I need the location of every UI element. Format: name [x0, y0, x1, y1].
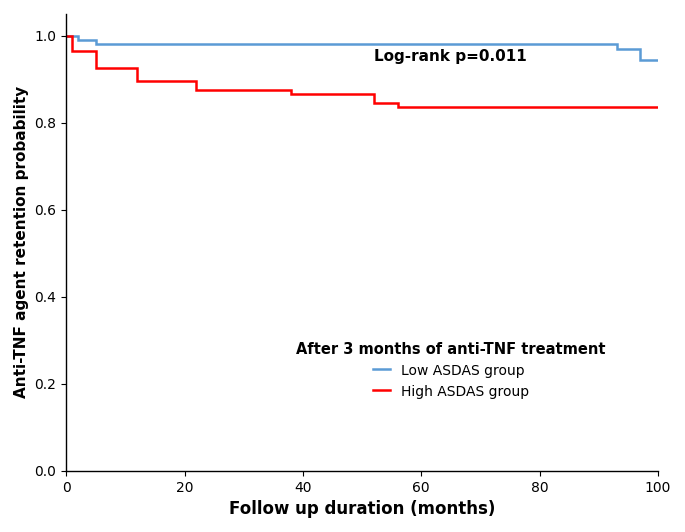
Legend: Low ASDAS group, High ASDAS group: Low ASDAS group, High ASDAS group	[290, 336, 611, 404]
X-axis label: Follow up duration (months): Follow up duration (months)	[229, 500, 495, 518]
Text: Log-rank p=0.011: Log-rank p=0.011	[374, 49, 527, 64]
Y-axis label: Anti-TNF agent retention probability: Anti-TNF agent retention probability	[14, 86, 29, 398]
